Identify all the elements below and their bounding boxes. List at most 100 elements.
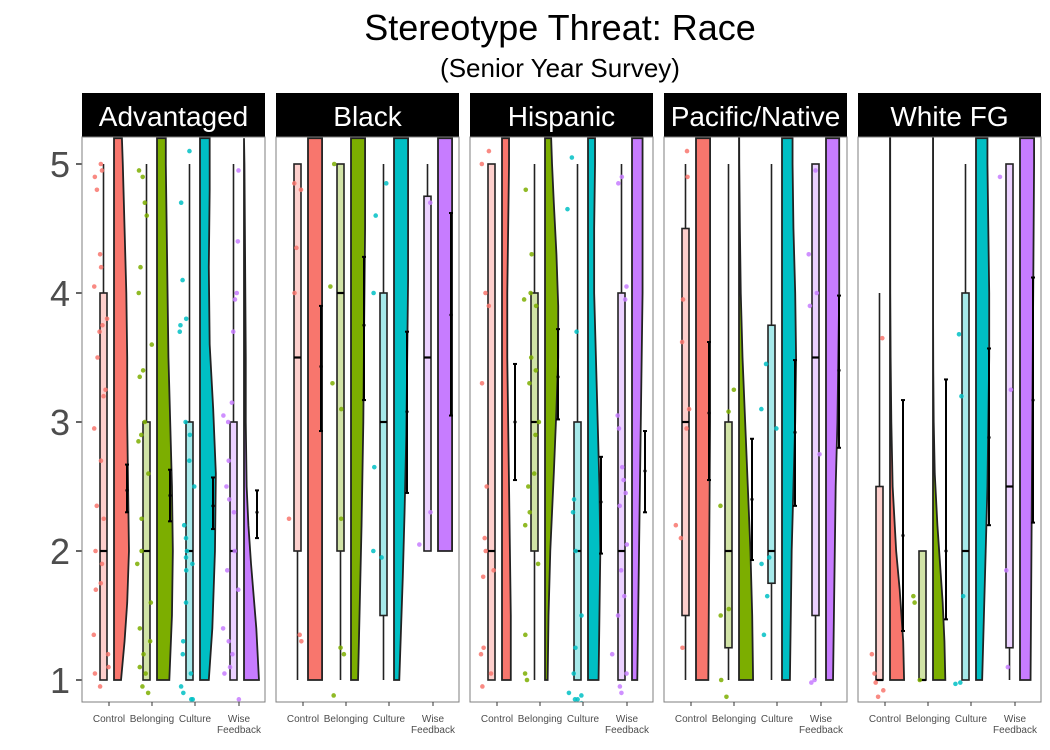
data-point: [106, 664, 111, 670]
data-point: [331, 161, 337, 167]
mean-point: [449, 313, 453, 317]
x-tick-label: Belonging: [712, 714, 756, 725]
data-point: [142, 200, 148, 205]
data-point: [812, 677, 817, 683]
data-point: [679, 339, 685, 345]
data-point: [536, 419, 542, 425]
data-point: [190, 561, 195, 567]
panel-border: [275, 136, 460, 703]
violin-wise-feedback: [437, 137, 453, 552]
mean-point: [643, 469, 647, 473]
data-point: [105, 651, 111, 657]
data-point: [372, 464, 377, 470]
box: [724, 421, 733, 649]
data-point: [147, 639, 153, 644]
violin-culture: [199, 137, 217, 681]
data-point: [230, 651, 235, 657]
data-point: [177, 329, 183, 335]
data-point: [298, 187, 304, 193]
data-point: [678, 535, 684, 541]
data-point: [953, 681, 958, 687]
data-point: [417, 542, 422, 547]
violin-control: [307, 137, 323, 681]
chart-subtitle: (Senior Year Survey): [440, 53, 680, 83]
box: [99, 292, 108, 681]
data-point: [234, 290, 240, 296]
data-point: [178, 200, 184, 205]
data-point: [759, 406, 764, 412]
data-point: [183, 419, 188, 425]
data-point: [220, 626, 226, 631]
data-point: [622, 297, 628, 302]
data-point: [524, 677, 530, 683]
violin-belonging: [932, 137, 947, 681]
data-point: [104, 316, 110, 322]
data-point: [92, 174, 98, 180]
data-point: [97, 329, 102, 335]
violin-wise-feedback: [825, 137, 841, 681]
data-point: [98, 458, 104, 464]
data-point: [227, 664, 233, 670]
data-point: [106, 704, 111, 709]
data-point: [180, 639, 186, 644]
data-point: [180, 651, 186, 657]
violin-culture: [781, 137, 797, 681]
data-point: [427, 200, 433, 205]
data-point: [178, 684, 184, 689]
data-point: [146, 471, 151, 476]
data-point: [997, 174, 1003, 180]
data-point: [93, 548, 98, 554]
data-point: [338, 516, 344, 522]
data-point: [956, 331, 962, 337]
data-point: [371, 290, 376, 296]
data-point: [618, 568, 624, 573]
data-point: [221, 413, 226, 418]
data-point: [140, 684, 145, 689]
data-point: [226, 497, 232, 502]
data-point: [616, 181, 621, 186]
data-point: [136, 168, 142, 173]
panels: Advantaged Control Belonging Culture Wise Fee…: [81, 93, 1042, 736]
data-point: [181, 522, 187, 528]
data-point: [718, 613, 723, 618]
box: [336, 163, 345, 552]
data-point: [763, 361, 769, 367]
box: [875, 485, 884, 681]
data-point: [98, 161, 104, 167]
data-point: [573, 645, 578, 651]
data-point: [224, 484, 229, 489]
data-point: [294, 245, 299, 251]
data-point: [1005, 664, 1011, 670]
box: [423, 195, 432, 552]
data-point: [527, 510, 533, 515]
panel-border: [857, 136, 1042, 703]
data-point: [140, 174, 146, 180]
y-tick-label: 5: [50, 144, 70, 185]
data-point: [483, 548, 489, 554]
data-point: [91, 284, 97, 289]
data-point: [523, 632, 528, 638]
panel-strip-label: Black: [333, 101, 402, 132]
mean-point: [599, 500, 603, 504]
data-point: [774, 426, 779, 431]
data-point: [488, 671, 494, 676]
data-point: [619, 464, 625, 470]
data-point: [533, 303, 539, 309]
data-point: [137, 626, 143, 631]
data-point: [187, 432, 193, 438]
data-point: [718, 677, 724, 683]
data-point: [190, 697, 196, 702]
data-point: [617, 503, 623, 509]
data-point: [565, 206, 570, 212]
data-point: [572, 697, 578, 702]
data-point: [685, 174, 690, 180]
data-point: [813, 168, 818, 173]
panel-3: Pacific/Native Control Belonging Culture Wis…: [663, 93, 848, 736]
data-point: [341, 651, 347, 657]
data-point: [328, 284, 333, 289]
data-point: [872, 671, 877, 676]
data-point: [484, 484, 489, 489]
data-point: [609, 651, 615, 657]
violin-wise-feedback: [631, 137, 644, 681]
y-axis: 1 2 3 4 5: [50, 144, 82, 701]
